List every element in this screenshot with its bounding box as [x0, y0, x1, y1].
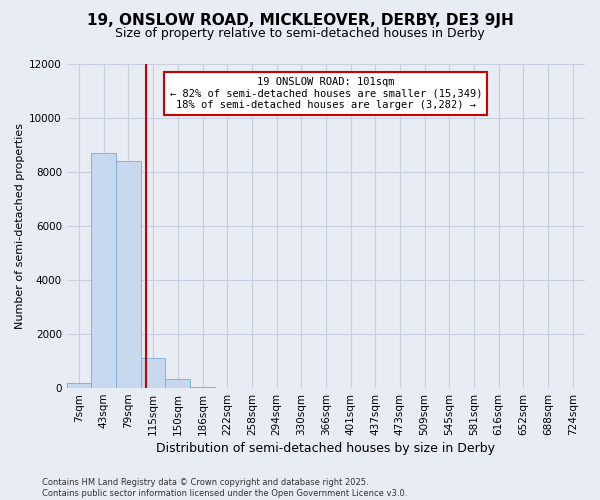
Bar: [67, 382, 91, 388]
Bar: [141, 358, 166, 388]
Bar: [166, 378, 190, 388]
Bar: [116, 161, 141, 388]
Text: 19, ONSLOW ROAD, MICKLEOVER, DERBY, DE3 9JH: 19, ONSLOW ROAD, MICKLEOVER, DERBY, DE3 …: [86, 12, 514, 28]
Bar: [190, 386, 215, 388]
X-axis label: Distribution of semi-detached houses by size in Derby: Distribution of semi-detached houses by …: [157, 442, 496, 455]
Text: 19 ONSLOW ROAD: 101sqm
← 82% of semi-detached houses are smaller (15,349)
18% of: 19 ONSLOW ROAD: 101sqm ← 82% of semi-det…: [170, 77, 482, 110]
Text: Size of property relative to semi-detached houses in Derby: Size of property relative to semi-detach…: [115, 28, 485, 40]
Bar: [91, 153, 116, 388]
Text: Contains HM Land Registry data © Crown copyright and database right 2025.
Contai: Contains HM Land Registry data © Crown c…: [42, 478, 407, 498]
Y-axis label: Number of semi-detached properties: Number of semi-detached properties: [15, 123, 25, 329]
